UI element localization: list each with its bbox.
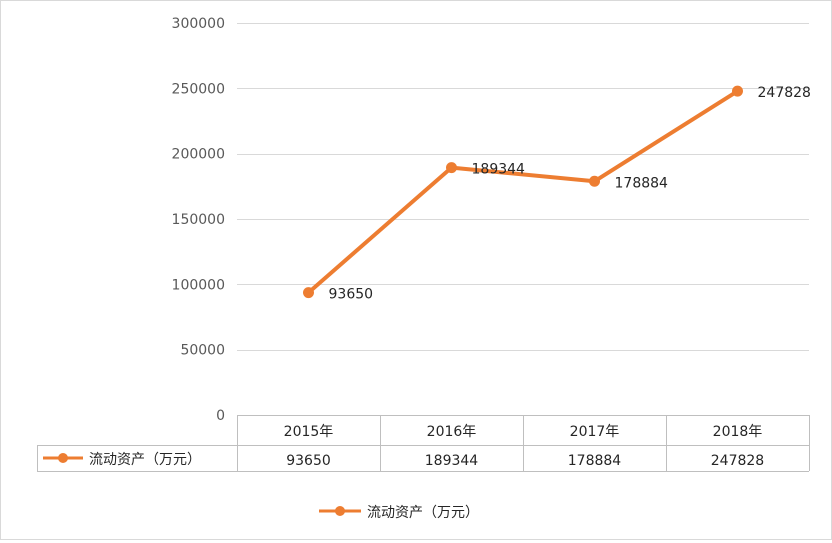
data-label: 189344 (472, 162, 526, 178)
x-category-label: 2016年 (427, 424, 477, 440)
legend-entry: 流动资产（万元） (367, 505, 479, 521)
data-table: 2015年 93650 2016年 189344 2017年 178884 2018年 247… (37, 415, 810, 472)
legend: 流动资产（万元） (319, 505, 479, 521)
data-label: 247828 (758, 85, 811, 101)
data-point (732, 85, 743, 97)
x-category-label: 2015年 (284, 424, 334, 440)
table-value-cell: 93650 (286, 453, 331, 469)
data-point (303, 287, 314, 299)
series-line (306, 89, 740, 295)
y-tick-label: 50000 (180, 343, 225, 359)
table-value-cell: 189344 (425, 453, 479, 469)
y-axis-labels: 0 50000 100000 150000 200000 250000 300000 (172, 16, 225, 424)
table-value-cell: 178884 (568, 453, 622, 469)
data-label: 93650 (329, 287, 374, 303)
y-tick-label: 250000 (172, 81, 225, 97)
table-series-name: 流动资产（万元） (89, 452, 201, 468)
table-legend-key-marker (58, 453, 68, 463)
legend-key-marker (335, 506, 345, 516)
y-tick-label: 150000 (172, 212, 225, 228)
data-label: 178884 (615, 175, 669, 191)
x-category-label: 2017年 (570, 424, 620, 440)
y-tick-label: 300000 (172, 16, 225, 32)
y-tick-label: 200000 (172, 147, 225, 163)
data-point (446, 162, 457, 174)
x-category-label: 2018年 (713, 424, 763, 440)
data-point (589, 175, 600, 187)
table-value-cell: 247828 (711, 453, 764, 469)
gridlines (237, 23, 809, 351)
series-layer: 93650 189344 178884 247828 (303, 85, 811, 303)
y-tick-label: 0 (216, 408, 225, 424)
y-tick-label: 100000 (172, 277, 225, 293)
